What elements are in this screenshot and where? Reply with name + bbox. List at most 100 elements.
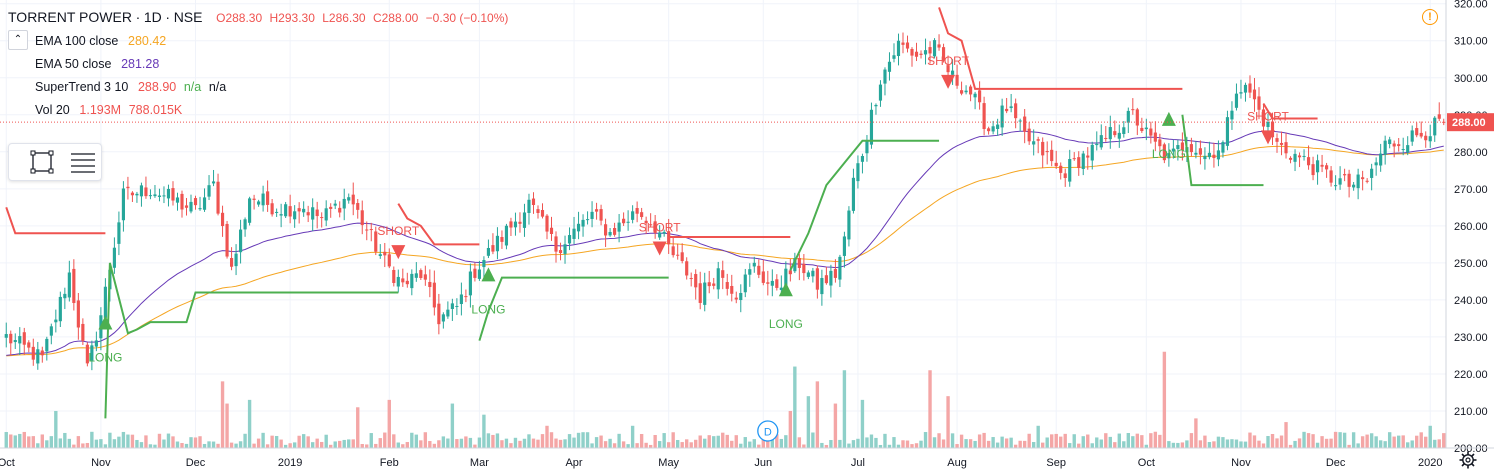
candle-body	[941, 47, 946, 61]
volume-bar	[207, 441, 211, 448]
volume-bar	[874, 437, 878, 448]
candle-body	[157, 195, 162, 197]
indicator-value: 280.42	[128, 34, 167, 48]
candle-body	[18, 336, 22, 344]
symbol-name[interactable]: TORRENT POWER	[8, 9, 132, 25]
candle-body	[1230, 110, 1234, 120]
candle-body	[1325, 165, 1329, 170]
volume-bar	[324, 434, 328, 448]
volume-bar	[1288, 444, 1293, 448]
indicator-ema100[interactable]: EMA 100 close 280.42	[8, 29, 512, 52]
volume-bar	[842, 370, 847, 448]
interval[interactable]: 1D	[143, 9, 162, 25]
x-tick-label: Nov	[1231, 457, 1251, 469]
volume-bar	[1351, 432, 1356, 448]
volume-bar	[1248, 432, 1252, 448]
volume-bar	[4, 432, 8, 448]
candle-body	[22, 332, 26, 345]
candle-body	[378, 254, 382, 257]
rectangle-icon[interactable]	[29, 150, 55, 174]
volume-bar	[639, 433, 644, 448]
candle-body	[175, 197, 180, 203]
candle-body	[527, 199, 531, 214]
horizontal-lines-icon[interactable]	[67, 150, 95, 174]
candle-body	[1419, 132, 1423, 137]
volume-bar	[603, 441, 608, 448]
volume-bar	[1234, 439, 1239, 448]
candle-body	[1005, 108, 1009, 112]
volume-bar	[1356, 443, 1360, 448]
volume-bar	[1162, 351, 1167, 448]
candle-body	[1104, 137, 1108, 139]
indicator-volume[interactable]: Vol 20 1.193M 788.015K	[8, 98, 512, 121]
volume-bar	[1239, 441, 1243, 448]
volume-bar	[401, 444, 405, 448]
volume-bar	[18, 433, 22, 448]
volume-bar	[1419, 432, 1423, 448]
candle-body	[1194, 152, 1198, 155]
volume-bar	[1275, 438, 1279, 448]
candle-body	[1050, 149, 1054, 162]
volume-bar	[1171, 442, 1176, 448]
volume-bar	[243, 433, 247, 448]
candle-body	[887, 61, 892, 72]
candle-body	[608, 231, 612, 236]
volume-bar	[333, 441, 337, 448]
volume-bar	[1221, 437, 1225, 448]
candle-body	[405, 280, 409, 285]
candle-body	[1018, 120, 1022, 122]
candle-body	[1203, 155, 1207, 160]
volume-bar	[459, 438, 464, 448]
volume-bar	[964, 439, 968, 448]
chevron-up-icon[interactable]: ⌃	[8, 30, 28, 50]
candle-body	[1036, 139, 1040, 141]
candle-body	[288, 206, 292, 217]
candle-body	[1279, 142, 1284, 145]
candle-body	[1054, 162, 1058, 167]
volume-bar	[491, 434, 495, 448]
candle-body	[680, 252, 684, 262]
candle-body	[1433, 117, 1437, 136]
volume-bar	[139, 442, 144, 448]
candle-body	[148, 195, 153, 197]
volume-bar	[968, 439, 973, 448]
warning-icon[interactable]: !	[1422, 9, 1438, 25]
candle-body	[1009, 106, 1013, 109]
candle-body	[1428, 136, 1432, 142]
candle-body	[671, 246, 675, 256]
volume-bar	[937, 433, 941, 448]
volume-bar	[256, 438, 261, 448]
volume-bar	[766, 438, 770, 448]
volume-bar	[1176, 442, 1180, 448]
volume-bar	[621, 441, 626, 448]
volume-bar	[85, 442, 90, 448]
volume-bar	[1135, 433, 1140, 448]
volume-bar	[1401, 435, 1405, 448]
candle-body	[982, 103, 986, 129]
candle-body	[72, 268, 76, 303]
indicator-ema50[interactable]: EMA 50 close 281.28	[8, 52, 512, 75]
candle-body	[1225, 117, 1230, 146]
volume-bar	[1207, 442, 1212, 448]
volume-bar	[40, 434, 44, 448]
candle-body	[356, 203, 360, 210]
volume-bar	[171, 436, 175, 448]
candle-body	[721, 270, 725, 278]
volume-bar	[1022, 440, 1027, 448]
gear-icon[interactable]	[1459, 451, 1477, 469]
candle-body	[324, 208, 328, 221]
candle-body	[996, 124, 1000, 129]
volume-bar	[405, 442, 409, 448]
volume-bar	[941, 439, 946, 448]
change-value: −0.30 (−0.10%)	[425, 11, 509, 25]
indicator-supertrend[interactable]: SuperTrend 3 10 288.90 n/a n/a	[8, 75, 512, 98]
volume-bar	[856, 438, 860, 448]
volume-bar	[1140, 435, 1144, 448]
candle-body	[351, 194, 355, 205]
candle-body	[85, 344, 89, 364]
supertrend-short-line	[5, 207, 106, 235]
candle-body	[518, 221, 522, 224]
volume-bar	[955, 444, 959, 448]
